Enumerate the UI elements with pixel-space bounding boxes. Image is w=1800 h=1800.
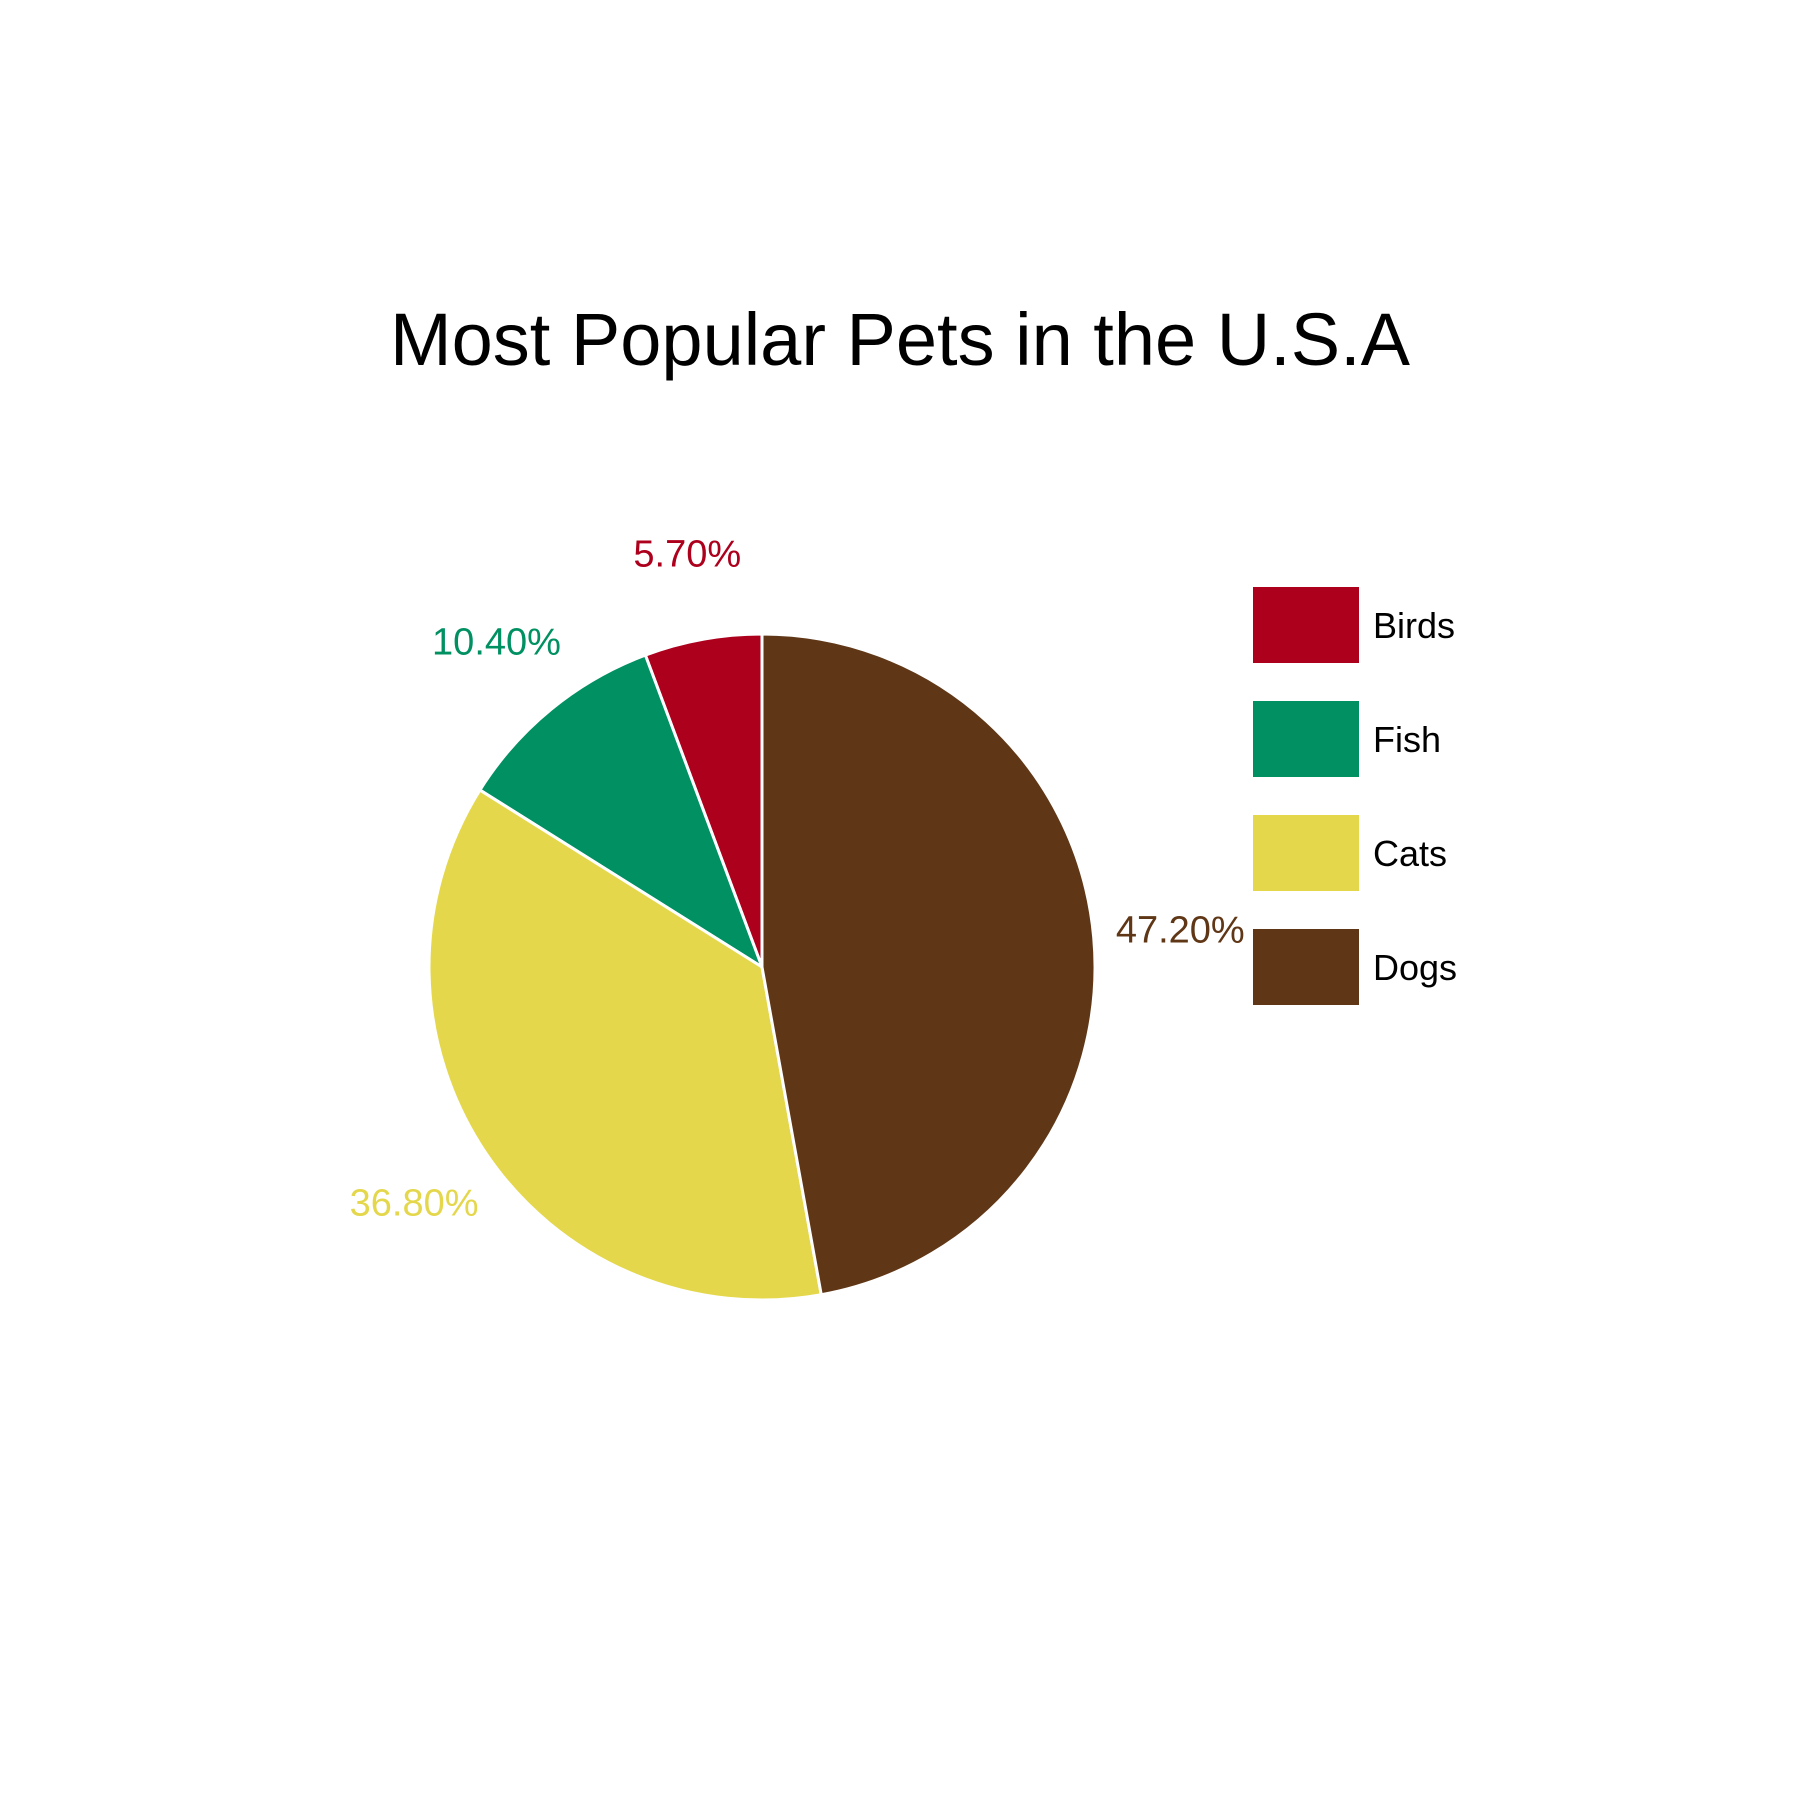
legend-label-birds: Birds (1373, 605, 1455, 646)
legend-swatch-birds (1253, 587, 1359, 663)
chart-title: Most Popular Pets in the U.S.A (390, 298, 1411, 381)
legend-label-cats: Cats (1373, 833, 1447, 874)
legend-label-dogs: Dogs (1373, 947, 1457, 988)
pie-slice-cats (427, 788, 823, 1302)
value-label-fish: 10.40% (432, 622, 561, 664)
legend-swatch-dogs (1253, 929, 1359, 1005)
pie-slice-dogs (760, 632, 1097, 1297)
legend-swatch-fish (1253, 701, 1359, 777)
value-label-cats: 36.80% (350, 1182, 479, 1224)
pie-slice-fish (478, 653, 764, 969)
legend-label-fish: Fish (1373, 719, 1441, 760)
legend-swatch-cats (1253, 815, 1359, 891)
legend: Birds Fish Cats Dogs (1253, 587, 1457, 1005)
slice-value-labels: 5.70% 10.40% 36.80% 47.20% (350, 534, 1245, 1225)
value-label-birds: 5.70% (633, 534, 741, 576)
value-label-dogs: 47.20% (1116, 910, 1245, 952)
pie-slices (427, 632, 1097, 1302)
